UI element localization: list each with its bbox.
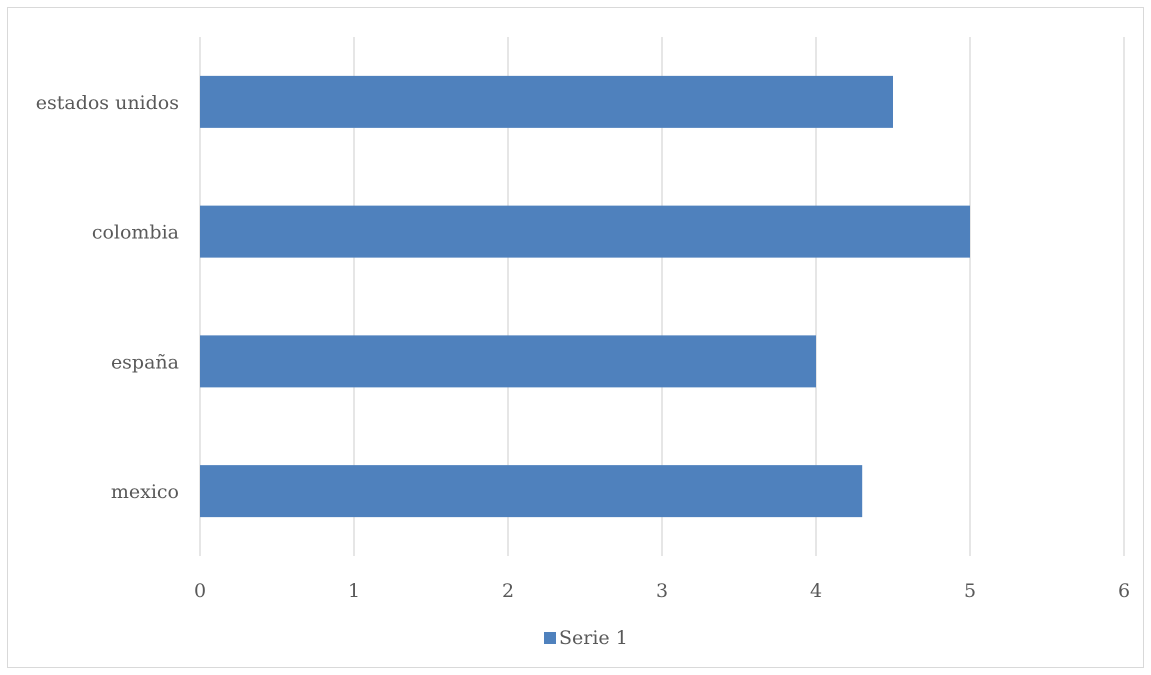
category-axis: estados unidos colombia españa mexico xyxy=(36,92,179,503)
x-tick-label: 1 xyxy=(348,580,360,602)
x-tick-label: 5 xyxy=(964,580,976,602)
category-label: mexico xyxy=(111,481,179,503)
bar-mexico[interactable] xyxy=(200,465,863,518)
bar-colombia[interactable] xyxy=(200,205,970,258)
bar-españa[interactable] xyxy=(200,335,816,388)
x-tick-label: 0 xyxy=(194,580,206,602)
legend-label: Serie 1 xyxy=(559,627,628,649)
bars xyxy=(200,75,970,518)
category-label: españa xyxy=(111,351,179,373)
x-tick-label: 6 xyxy=(1118,580,1130,602)
value-axis: 0 1 2 3 4 5 6 xyxy=(194,580,1130,602)
legend[interactable]: Serie 1 xyxy=(544,627,628,649)
x-tick-label: 2 xyxy=(502,580,514,602)
x-tick-label: 4 xyxy=(810,580,822,602)
x-tick-label: 3 xyxy=(656,580,668,602)
category-label: colombia xyxy=(92,222,179,244)
legend-swatch xyxy=(544,632,556,644)
bar-estados-unidos[interactable] xyxy=(200,75,893,128)
category-label: estados unidos xyxy=(36,92,179,114)
